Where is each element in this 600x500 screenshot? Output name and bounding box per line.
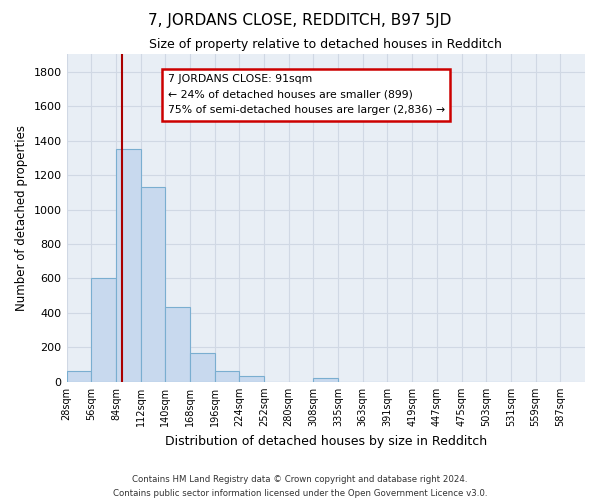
Bar (116, 149, 140, 382)
Bar (313, 378, 338, 382)
Bar (67, 372, 91, 382)
Text: 7 JORDANS CLOSE: 91sqm
← 24% of detached houses are smaller (899)
75% of semi-de: 7 JORDANS CLOSE: 91sqm ← 24% of detached… (167, 74, 445, 116)
Title: Size of property relative to detached houses in Redditch: Size of property relative to detached ho… (149, 38, 502, 51)
Bar (215, 372, 239, 382)
Text: Contains HM Land Registry data © Crown copyright and database right 2024.
Contai: Contains HM Land Registry data © Crown c… (113, 476, 487, 498)
Text: 7, JORDANS CLOSE, REDDITCH, B97 5JD: 7, JORDANS CLOSE, REDDITCH, B97 5JD (148, 12, 452, 28)
Bar (91, 278, 116, 382)
Bar (140, 187, 165, 382)
Bar (190, 352, 215, 382)
Y-axis label: Number of detached properties: Number of detached properties (15, 125, 28, 311)
X-axis label: Distribution of detached houses by size in Redditch: Distribution of detached houses by size … (165, 434, 487, 448)
Bar (239, 376, 264, 382)
Bar (165, 307, 190, 382)
